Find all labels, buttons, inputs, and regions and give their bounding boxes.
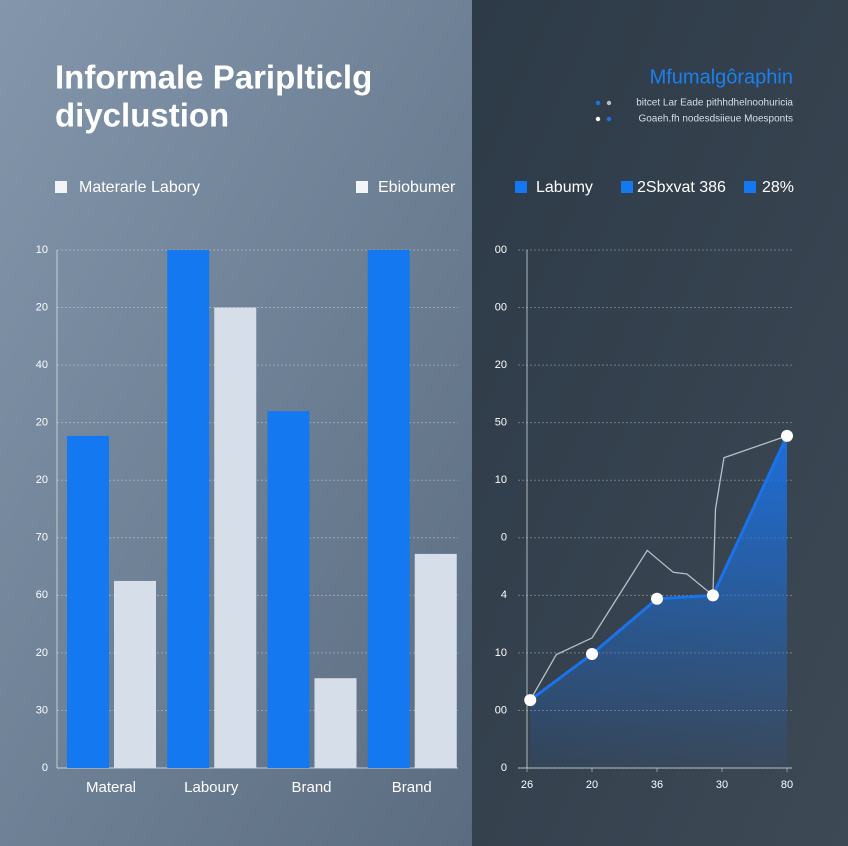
note-dot <box>606 116 612 122</box>
x-tick-label: Materal <box>86 779 136 796</box>
y-tick-label: 10 <box>495 647 507 659</box>
x-tick-label: Brand <box>392 779 432 796</box>
x-tick-label: Laboury <box>184 779 239 796</box>
point <box>781 429 793 442</box>
chart-title: Informale Pariplticlg <box>55 59 372 96</box>
point <box>586 648 598 661</box>
legend-label: 2Sbxvat 386 <box>637 179 726 196</box>
y-tick-label: 10 <box>36 244 48 256</box>
y-tick-label: 20 <box>495 359 507 371</box>
x-tick-label: 26 <box>521 779 533 791</box>
legend-swatch <box>55 181 67 193</box>
x-tick-label: 20 <box>586 779 598 791</box>
bar <box>314 678 357 768</box>
y-tick-label: 00 <box>495 704 507 716</box>
y-tick-label: 50 <box>495 417 507 429</box>
y-tick-label: 00 <box>495 244 507 256</box>
y-tick-label: 40 <box>36 359 48 371</box>
point <box>651 592 663 605</box>
note-dot <box>595 116 601 122</box>
bar <box>267 411 310 768</box>
y-tick-label: 00 <box>495 301 507 313</box>
legend-label: 28% <box>762 179 794 196</box>
note: bitcet Lar Eade pithhdhelnoohuricia <box>636 98 793 109</box>
legend-label: Ebiobumer <box>378 179 456 196</box>
point <box>524 694 537 707</box>
y-tick-label: 60 <box>36 589 48 601</box>
x-tick-label: 36 <box>651 779 663 791</box>
bar <box>114 580 156 768</box>
y-tick-label: 70 <box>36 532 48 544</box>
y-tick-label: 0 <box>501 532 507 544</box>
bar <box>67 435 109 768</box>
legend-swatch <box>744 181 756 193</box>
x-tick-label: Brand <box>291 779 331 796</box>
y-tick-label: 30 <box>36 704 48 716</box>
note-dot <box>595 100 601 106</box>
x-tick-label: 30 <box>716 779 728 791</box>
point <box>706 589 719 602</box>
y-tick-label: 20 <box>36 474 48 486</box>
bar <box>414 553 457 768</box>
legend-swatch <box>621 181 633 193</box>
y-tick-label: 20 <box>36 417 48 429</box>
bar <box>167 250 210 768</box>
y-tick-label: 4 <box>501 589 507 601</box>
y-tick-label: 10 <box>495 474 507 486</box>
note: Goaeh.fh nodesdsiieue Moesponts <box>638 114 793 125</box>
legend-swatch <box>356 181 368 193</box>
chart-title: diyclustion <box>55 97 229 134</box>
line <box>529 435 788 701</box>
legend-swatch <box>515 181 527 193</box>
legend-label: Labumy <box>536 179 593 196</box>
y-tick-label: 0 <box>501 762 507 774</box>
y-tick-label: 0 <box>42 762 48 774</box>
chart-title: Mfumalgôraphin <box>650 66 793 88</box>
y-tick-label: 20 <box>36 301 48 313</box>
y-tick-label: 20 <box>36 647 48 659</box>
x-tick-label: 80 <box>781 779 793 791</box>
legend-label: Materarle Labory <box>79 179 200 196</box>
note-dot <box>606 100 612 106</box>
bar <box>367 250 410 768</box>
bar <box>214 307 257 768</box>
